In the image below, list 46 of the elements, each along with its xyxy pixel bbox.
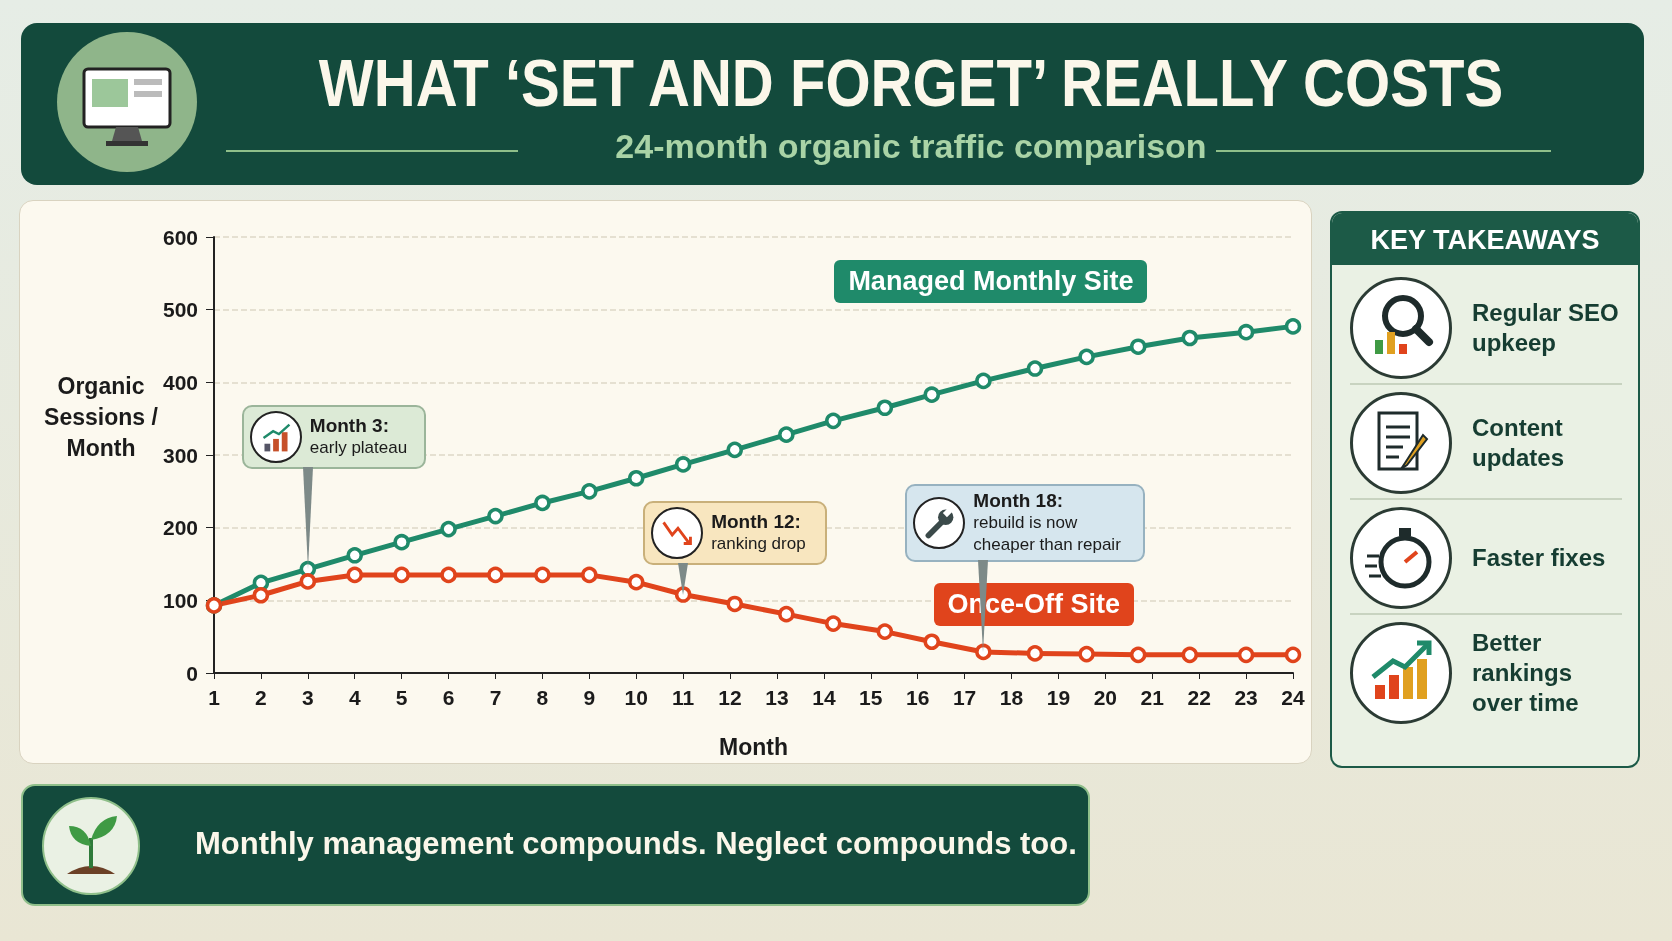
y-tick-label: 300: [162, 443, 198, 467]
series-label: Once-Off Site: [933, 583, 1135, 627]
annotation: Month 12: ranking drop: [711, 510, 806, 555]
y-tick-label: 600: [162, 225, 198, 249]
y-tick-label: 100: [162, 588, 198, 612]
x-tick-label: 19: [1046, 686, 1071, 709]
x-tick-label: 12: [718, 686, 742, 709]
y-tick-label: 0: [186, 661, 198, 685]
x-tick-label: 22: [1187, 686, 1211, 709]
x-tick-label: 13: [765, 686, 789, 709]
x-tick-label: 23: [1234, 686, 1258, 709]
x-tick-label: 18: [999, 686, 1024, 709]
x-tick-label: 20: [1093, 686, 1118, 709]
y-tick-label: 400: [162, 370, 198, 394]
x-tick-label: 5: [395, 686, 408, 709]
y-tick-label: 200: [162, 516, 198, 540]
x-tick-label: 4: [348, 686, 361, 709]
x-tick-label: 10: [624, 686, 648, 709]
x-tick-label: 17: [952, 686, 977, 709]
annotation: Month 3: early plateau: [309, 415, 408, 460]
text: Better rankings over time: [1472, 628, 1580, 718]
x-tick-label: 7: [489, 686, 502, 709]
x-tick-label: 2: [255, 686, 267, 709]
series-label: Managed Monthly Site: [834, 259, 1148, 303]
x-tick-label: 3: [301, 686, 314, 709]
y-axis-title: Organic Sessions / Month: [44, 373, 158, 461]
annotation: Month 18: rebuild is now cheaper than repair: [973, 489, 1121, 556]
y-tick-label: 500: [162, 298, 198, 322]
text: Monthly management compounds. Neglect compounds too.: [195, 826, 1077, 862]
x-tick-label: 24: [1281, 686, 1305, 709]
x-tick-label: 11: [672, 686, 695, 709]
x-tick-label: 16: [906, 686, 930, 709]
x-tick-label: 21: [1140, 686, 1165, 709]
text: Faster fixes: [1472, 543, 1607, 573]
text: Regular SEO upkeep: [1472, 298, 1620, 358]
x-tick-label: 15: [859, 686, 883, 709]
x-tick-label: 8: [536, 686, 549, 709]
text: Content updates: [1472, 413, 1565, 473]
x-tick-label: 14: [812, 686, 836, 709]
x-axis-title: Month: [719, 733, 788, 760]
x-tick-label: 9: [583, 686, 596, 709]
chart-title: WHAT ‘SET AND FORGET’ REALLY COSTS: [317, 45, 1505, 121]
x-tick-label: 6: [442, 686, 455, 709]
text: KEY TAKEAWAYS: [1332, 213, 1638, 265]
x-tick-label: 1: [208, 686, 221, 709]
chart-subtitle: 24-month organic traffic comparison: [614, 127, 1208, 166]
